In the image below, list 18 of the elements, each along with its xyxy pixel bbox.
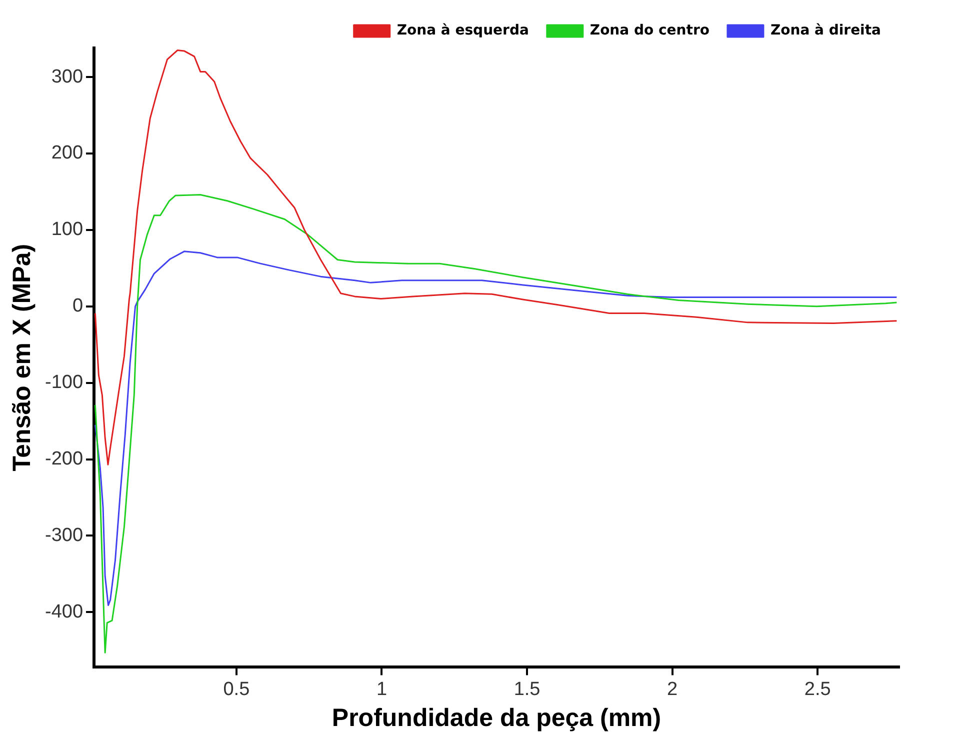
legend-label: Zona do centro — [590, 22, 710, 39]
x-tick-label: 1.5 — [514, 678, 540, 700]
legend-label: Zona à direita — [770, 22, 882, 39]
legend-label: Zona à esquerda — [396, 22, 529, 39]
y-tick-label: 100 — [51, 219, 84, 240]
y-tick-label: 0 — [72, 296, 84, 317]
x-tick-label: 2.5 — [804, 678, 831, 700]
y-tick-label: 200 — [51, 142, 84, 164]
y-tick-label: 300 — [51, 66, 84, 88]
x-tick-label: 2 — [667, 678, 678, 700]
x-axis-title: Profundidade da peça (mm) — [332, 704, 662, 732]
y-tick-label: -200 — [44, 448, 84, 470]
y-tick-label: -100 — [44, 372, 84, 394]
y-tick-label: -400 — [44, 601, 84, 622]
y-axis-title: Tensão em X (MPa) — [8, 244, 36, 472]
x-tick-label: 1 — [376, 678, 388, 700]
y-tick-label: -300 — [44, 524, 84, 546]
x-tick-label: 0.5 — [223, 678, 250, 700]
